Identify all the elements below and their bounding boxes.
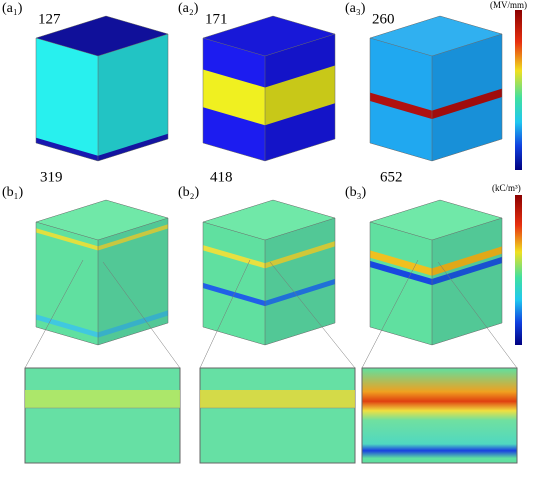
cube-face — [432, 34, 502, 161]
annotation: 418 — [210, 169, 233, 185]
inset-band — [25, 390, 180, 408]
cube-face — [203, 222, 265, 345]
cube-face — [265, 218, 335, 345]
annotation: 260 — [372, 11, 395, 27]
colorbar-unit: (MV/mm) — [490, 0, 527, 10]
inset — [199, 367, 356, 464]
panel-label: (b₃) — [345, 185, 367, 200]
colorbar — [515, 195, 522, 345]
layer — [370, 250, 432, 276]
layer — [370, 92, 432, 119]
cube-face — [203, 200, 335, 240]
layer — [203, 245, 265, 269]
layer — [98, 310, 168, 338]
layer — [203, 69, 265, 126]
panel-label: (a₂) — [178, 1, 199, 16]
zoom-line — [102, 261, 181, 369]
inset — [24, 367, 181, 464]
layer — [265, 278, 335, 307]
colorbar — [515, 10, 522, 170]
layer — [36, 137, 98, 161]
annotation: 127 — [38, 11, 61, 27]
cube-face — [36, 200, 168, 240]
annotation: 171 — [205, 11, 228, 27]
cube-face — [203, 16, 335, 56]
layer — [98, 224, 168, 251]
zoom-line — [24, 259, 84, 369]
cube-face — [370, 38, 432, 161]
cubes — [24, 15, 518, 464]
layer — [265, 65, 335, 126]
panel-label: (a₁) — [2, 1, 23, 16]
colorbar-unit: (kC/m³) — [492, 183, 521, 193]
inset — [361, 367, 518, 464]
layer — [432, 256, 502, 286]
panel-label: (b₂) — [178, 185, 200, 200]
panel-label: (a₃) — [345, 1, 366, 16]
layer — [265, 241, 335, 269]
cube-face — [370, 16, 502, 56]
cube-face — [432, 218, 502, 345]
cube-face — [36, 16, 168, 56]
zoom-line — [437, 261, 518, 369]
inset-band — [200, 390, 355, 408]
zoom-line — [269, 261, 356, 369]
cube-face — [98, 34, 168, 161]
layer — [36, 314, 98, 338]
layer — [98, 133, 168, 161]
zoom-line — [199, 259, 251, 369]
panel-label: (b₁) — [2, 185, 24, 200]
layer — [370, 260, 432, 286]
layer — [432, 246, 502, 276]
layer — [36, 228, 98, 251]
cube-face — [36, 38, 98, 161]
cube-face — [370, 200, 502, 240]
zoom-line — [361, 259, 419, 369]
cube-face — [36, 222, 98, 345]
cube-face — [370, 222, 432, 345]
layer — [432, 88, 502, 119]
annotation: 652 — [380, 169, 403, 185]
annotation: 319 — [40, 169, 63, 185]
cube-face — [98, 218, 168, 345]
